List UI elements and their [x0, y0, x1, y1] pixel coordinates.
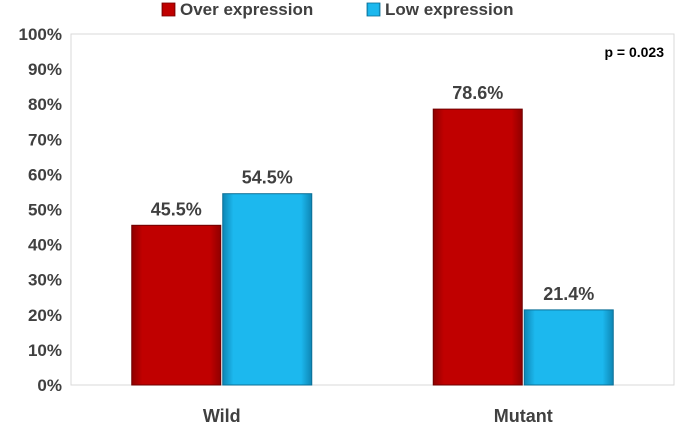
y-tick-label: 30%	[28, 271, 62, 290]
bar-low-expression-wild	[222, 193, 313, 386]
legend-swatch-low-expression	[366, 2, 381, 17]
data-label: 54.5%	[242, 168, 293, 188]
y-tick-label: 60%	[28, 165, 62, 184]
plot-area	[70, 33, 675, 386]
x-tick-label: Wild	[203, 406, 241, 426]
y-tick-label: 50%	[28, 201, 62, 220]
data-labels: 45.5% 54.5% 78.6% 21.4%	[151, 83, 595, 304]
p-value-annotation: p = 0.023	[604, 44, 664, 60]
legend-swatch-over-expression	[161, 2, 176, 17]
x-tick-label: Mutant	[494, 406, 553, 426]
data-label: 21.4%	[543, 284, 594, 304]
y-tick-label: 80%	[28, 95, 62, 114]
bar-over-expression-wild	[131, 224, 222, 386]
legend-label-over-expression: Over expression	[180, 0, 313, 19]
y-tick-label: 90%	[28, 60, 62, 79]
y-tick-label: 20%	[28, 306, 62, 325]
data-label: 45.5%	[151, 199, 202, 219]
legend-label-low-expression: Low expression	[385, 0, 513, 19]
data-label: 78.6%	[452, 83, 503, 103]
y-tick-label: 70%	[28, 130, 62, 149]
y-tick-label: 0%	[37, 376, 62, 395]
x-axis: Wild Mutant	[203, 406, 553, 426]
y-tick-label: 100%	[19, 25, 62, 44]
y-tick-label: 40%	[28, 236, 62, 255]
bar-low-expression-mutant	[523, 309, 614, 386]
bars	[131, 108, 614, 386]
legend: Over expression Low expression	[161, 0, 513, 19]
y-tick-label: 10%	[28, 341, 62, 360]
y-axis: 0% 10% 20% 30% 40% 50% 60% 70% 80% 90% 100%	[19, 25, 62, 395]
bar-over-expression-mutant	[432, 108, 523, 386]
